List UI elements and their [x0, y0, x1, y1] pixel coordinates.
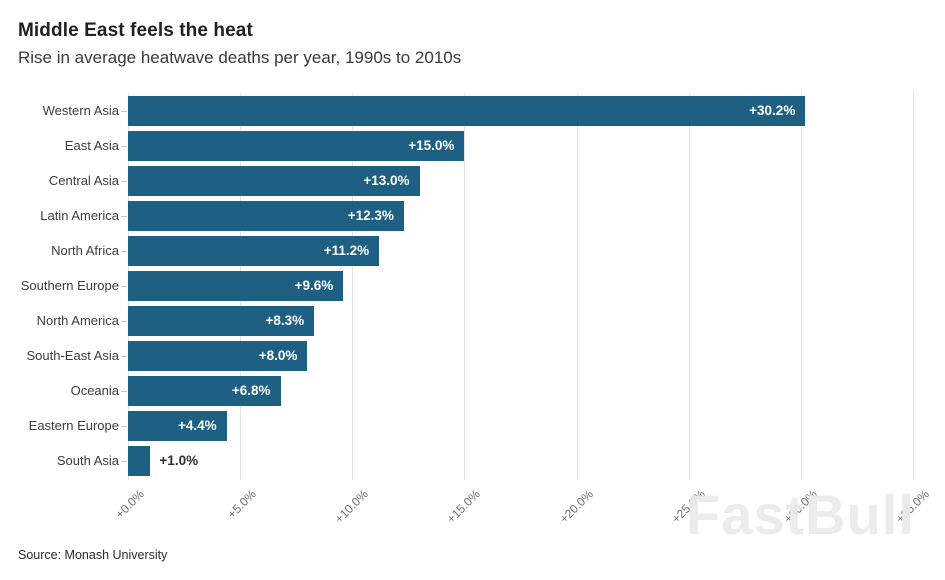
bar-value-north-america: +8.3%: [265, 312, 305, 328]
bar-latin-america: [128, 200, 404, 231]
y-tick: [121, 390, 127, 392]
gridline: [800, 93, 802, 480]
bar-value-east-asia: +15.0%: [408, 137, 455, 153]
y-tick: [121, 320, 127, 322]
category-label-north-africa: North Africa: [51, 242, 119, 258]
category-label-eastern-europe: Eastern Europe: [28, 417, 119, 433]
bar-value-north-africa: +11.2%: [323, 242, 370, 258]
y-tick: [121, 215, 127, 217]
x-tick-label: +25.0%: [668, 487, 708, 526]
chart-subtitle: Rise in average heatwave deaths per year…: [18, 48, 462, 67]
y-tick: [121, 425, 127, 427]
bar-oceania: [128, 375, 281, 406]
x-tick-label: +20.0%: [556, 487, 596, 526]
bar-south-asia: [128, 445, 151, 476]
x-tick-label: +0.0%: [112, 487, 147, 522]
category-label-western-asia: Western Asia: [42, 102, 119, 118]
category-label-east-asia: East Asia: [64, 137, 119, 153]
x-tick-label: +35.0%: [892, 487, 932, 526]
bar-east-asia: [128, 130, 465, 161]
y-tick: [121, 460, 127, 462]
bar-value-south-east-asia: +8.0%: [258, 347, 298, 363]
y-tick: [121, 110, 127, 112]
category-label-central-asia: Central Asia: [48, 172, 119, 188]
x-tick-label: +5.0%: [224, 487, 260, 522]
bar-south-east-asia: [128, 340, 308, 371]
y-tick: [121, 285, 127, 287]
bar-value-southern-europe: +9.6%: [294, 277, 334, 293]
y-tick: [121, 180, 127, 182]
bar-value-south-asia: +1.0%: [159, 452, 199, 468]
gridline: [464, 93, 466, 480]
bar-north-africa: [128, 235, 380, 266]
bar-value-latin-america: +12.3%: [347, 207, 394, 223]
x-tick-label: +30.0%: [780, 487, 820, 526]
bar-central-asia: [128, 165, 420, 196]
bar-value-western-asia: +30.2%: [749, 102, 796, 118]
bar-value-eastern-europe: +4.4%: [178, 417, 217, 433]
bar-north-america: [128, 305, 315, 336]
category-label-north-america: North America: [36, 312, 119, 328]
gridline: [576, 93, 578, 480]
x-tick-label: +15.0%: [444, 487, 484, 526]
source-note: Source: Monash University: [18, 548, 168, 562]
bar-western-asia: [128, 95, 806, 126]
bar-southern-europe: [128, 270, 344, 301]
y-tick: [121, 145, 127, 147]
bar-eastern-europe: [128, 410, 227, 441]
y-tick: [121, 250, 127, 252]
bar-value-oceania: +6.8%: [231, 382, 271, 398]
gridline: [352, 93, 354, 480]
y-tick: [121, 355, 127, 357]
chart-title: Middle East feels the heat: [18, 20, 253, 41]
category-label-south-east-asia: South-East Asia: [26, 347, 120, 363]
bar-value-central-asia: +13.0%: [363, 172, 410, 188]
category-label-oceania: Oceania: [70, 382, 119, 398]
gridline: [913, 93, 914, 480]
category-label-southern-europe: Southern Europe: [20, 277, 119, 293]
gridline: [688, 93, 690, 480]
category-label-south-asia: South Asia: [56, 452, 119, 468]
chart-header: Middle East feels the heat Rise in avera…: [18, 20, 461, 68]
category-label-latin-america: Latin America: [40, 207, 119, 223]
x-tick-label: +10.0%: [332, 487, 372, 526]
